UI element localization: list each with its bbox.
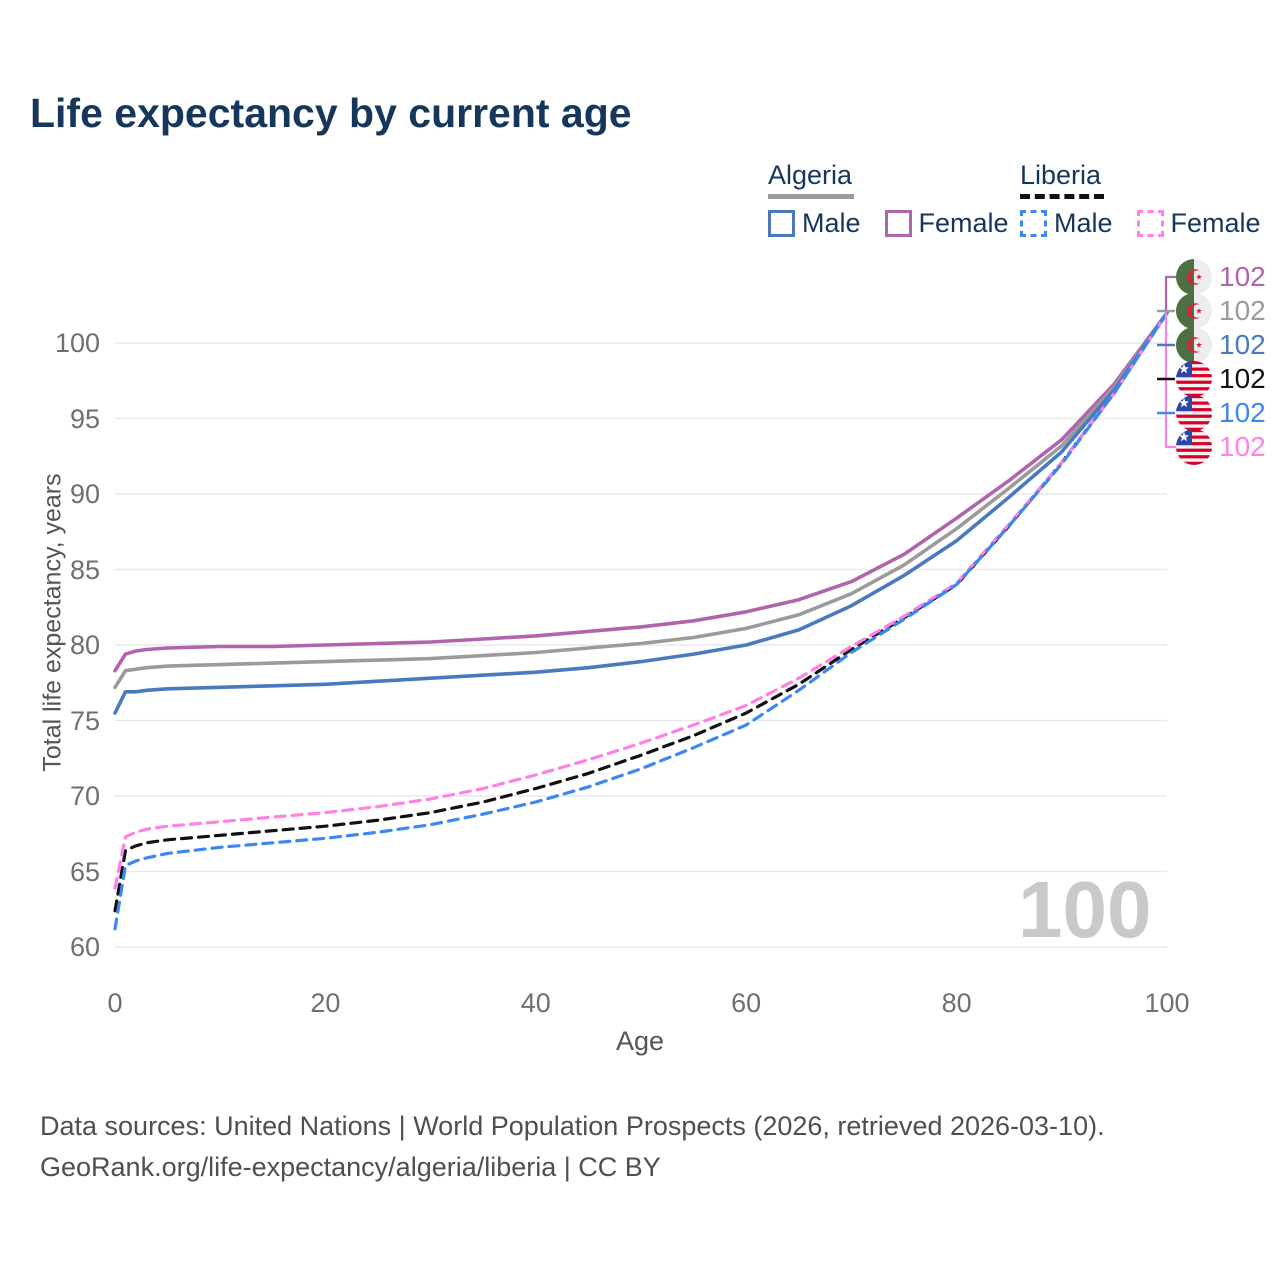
liberia-flag-icon [1176, 429, 1212, 465]
liberia-female-swatch-icon[interactable] [1136, 210, 1164, 237]
legend-item-algeria-female[interactable]: Female [918, 208, 1009, 238]
x-tick-label-20: 20 [310, 988, 341, 1018]
liberia-male-swatch-icon[interactable] [1020, 210, 1047, 237]
legend-country-algeria[interactable]: Algeria [768, 161, 1009, 199]
legend-country-algeria-label: Algeria [768, 160, 853, 190]
algeria-flag-icon [1176, 293, 1212, 329]
footer: Data sources: United Nations | World Pop… [40, 1106, 1105, 1188]
data-sources-text: Data sources: United Nations | World Pop… [40, 1111, 1105, 1141]
series-line-liberia-male[interactable] [113, 311, 1169, 931]
end-value-label: 102 [1219, 261, 1266, 292]
series-line-algeria-female[interactable] [113, 310, 1169, 673]
y-tick-label-80: 80 [69, 630, 100, 660]
end-value-label: 102 [1219, 295, 1266, 326]
end-label-row-liberia-both-sexes: 102 [1176, 361, 1266, 397]
algeria-flag-icon [1176, 259, 1212, 295]
x-axis-title: Age [615, 1026, 665, 1056]
algeria-female-swatch-icon[interactable] [884, 210, 912, 237]
legend-group-liberia: Liberia Male Female [1020, 161, 1261, 239]
x-tick-label-60: 60 [731, 988, 762, 1018]
end-value-label: 102 [1219, 431, 1266, 462]
y-tick-label-75: 75 [69, 705, 100, 736]
legend-item-algeria-male[interactable]: Male [802, 208, 861, 238]
y-tick-label-90: 90 [69, 479, 100, 509]
end-value-label: 102 [1219, 363, 1266, 394]
x-tick-label-80: 80 [941, 988, 972, 1018]
end-label-row-algeria-female: 102 [1176, 259, 1266, 295]
page-title: Life expectancy by current age [30, 90, 632, 136]
end-label-row-liberia-male: 102 [1176, 395, 1266, 431]
y-tick-label-95: 95 [69, 403, 100, 434]
algeria-male-swatch-icon[interactable] [768, 210, 795, 237]
y-tick-label-85: 85 [69, 554, 100, 585]
algeria-flag-icon [1176, 327, 1212, 363]
liberia-flag-icon [1176, 395, 1212, 431]
algeria-solid-line-swatch [768, 194, 854, 199]
series-line-algeria-male[interactable] [113, 310, 1169, 715]
x-tick-label-40: 40 [520, 988, 551, 1018]
y-tick-label-65: 65 [69, 856, 100, 887]
legend-item-liberia-female[interactable]: Female [1170, 208, 1261, 238]
end-value-label: 102 [1219, 397, 1266, 428]
legend-group-algeria: Algeria Male Female [768, 161, 1009, 239]
end-label-row-liberia-female: 102 [1176, 429, 1266, 465]
liberia-flag-icon [1176, 361, 1212, 397]
y-tick-label-100: 100 [54, 328, 100, 358]
attribution-text: GeoRank.org/life-expectancy/algeria/libe… [40, 1152, 661, 1182]
legend-item-liberia-male[interactable]: Male [1054, 208, 1113, 238]
y-tick-label-60: 60 [69, 932, 100, 962]
leader-line-top [1164, 275, 1176, 313]
end-label-row-algeria-both-sexes: 102 [1176, 293, 1266, 329]
leader-line-bottom [1164, 312, 1176, 449]
series-line-liberia-both-sexes[interactable] [113, 311, 1169, 913]
x-tick-label-0: 0 [107, 988, 123, 1018]
age-counter-watermark: 100 [1018, 865, 1152, 954]
y-tick-label-70: 70 [69, 781, 100, 811]
legend-country-liberia[interactable]: Liberia [1020, 161, 1261, 199]
legend-country-liberia-label: Liberia [1020, 160, 1102, 190]
liberia-dashed-line-swatch [1020, 194, 1104, 199]
series-line-liberia-female[interactable] [113, 311, 1169, 890]
end-value-label: 102 [1219, 329, 1266, 360]
x-tick-label-100: 100 [1144, 988, 1190, 1018]
end-label-row-algeria-male: 102 [1176, 327, 1266, 363]
series-line-algeria-both-sexes[interactable] [113, 310, 1169, 690]
